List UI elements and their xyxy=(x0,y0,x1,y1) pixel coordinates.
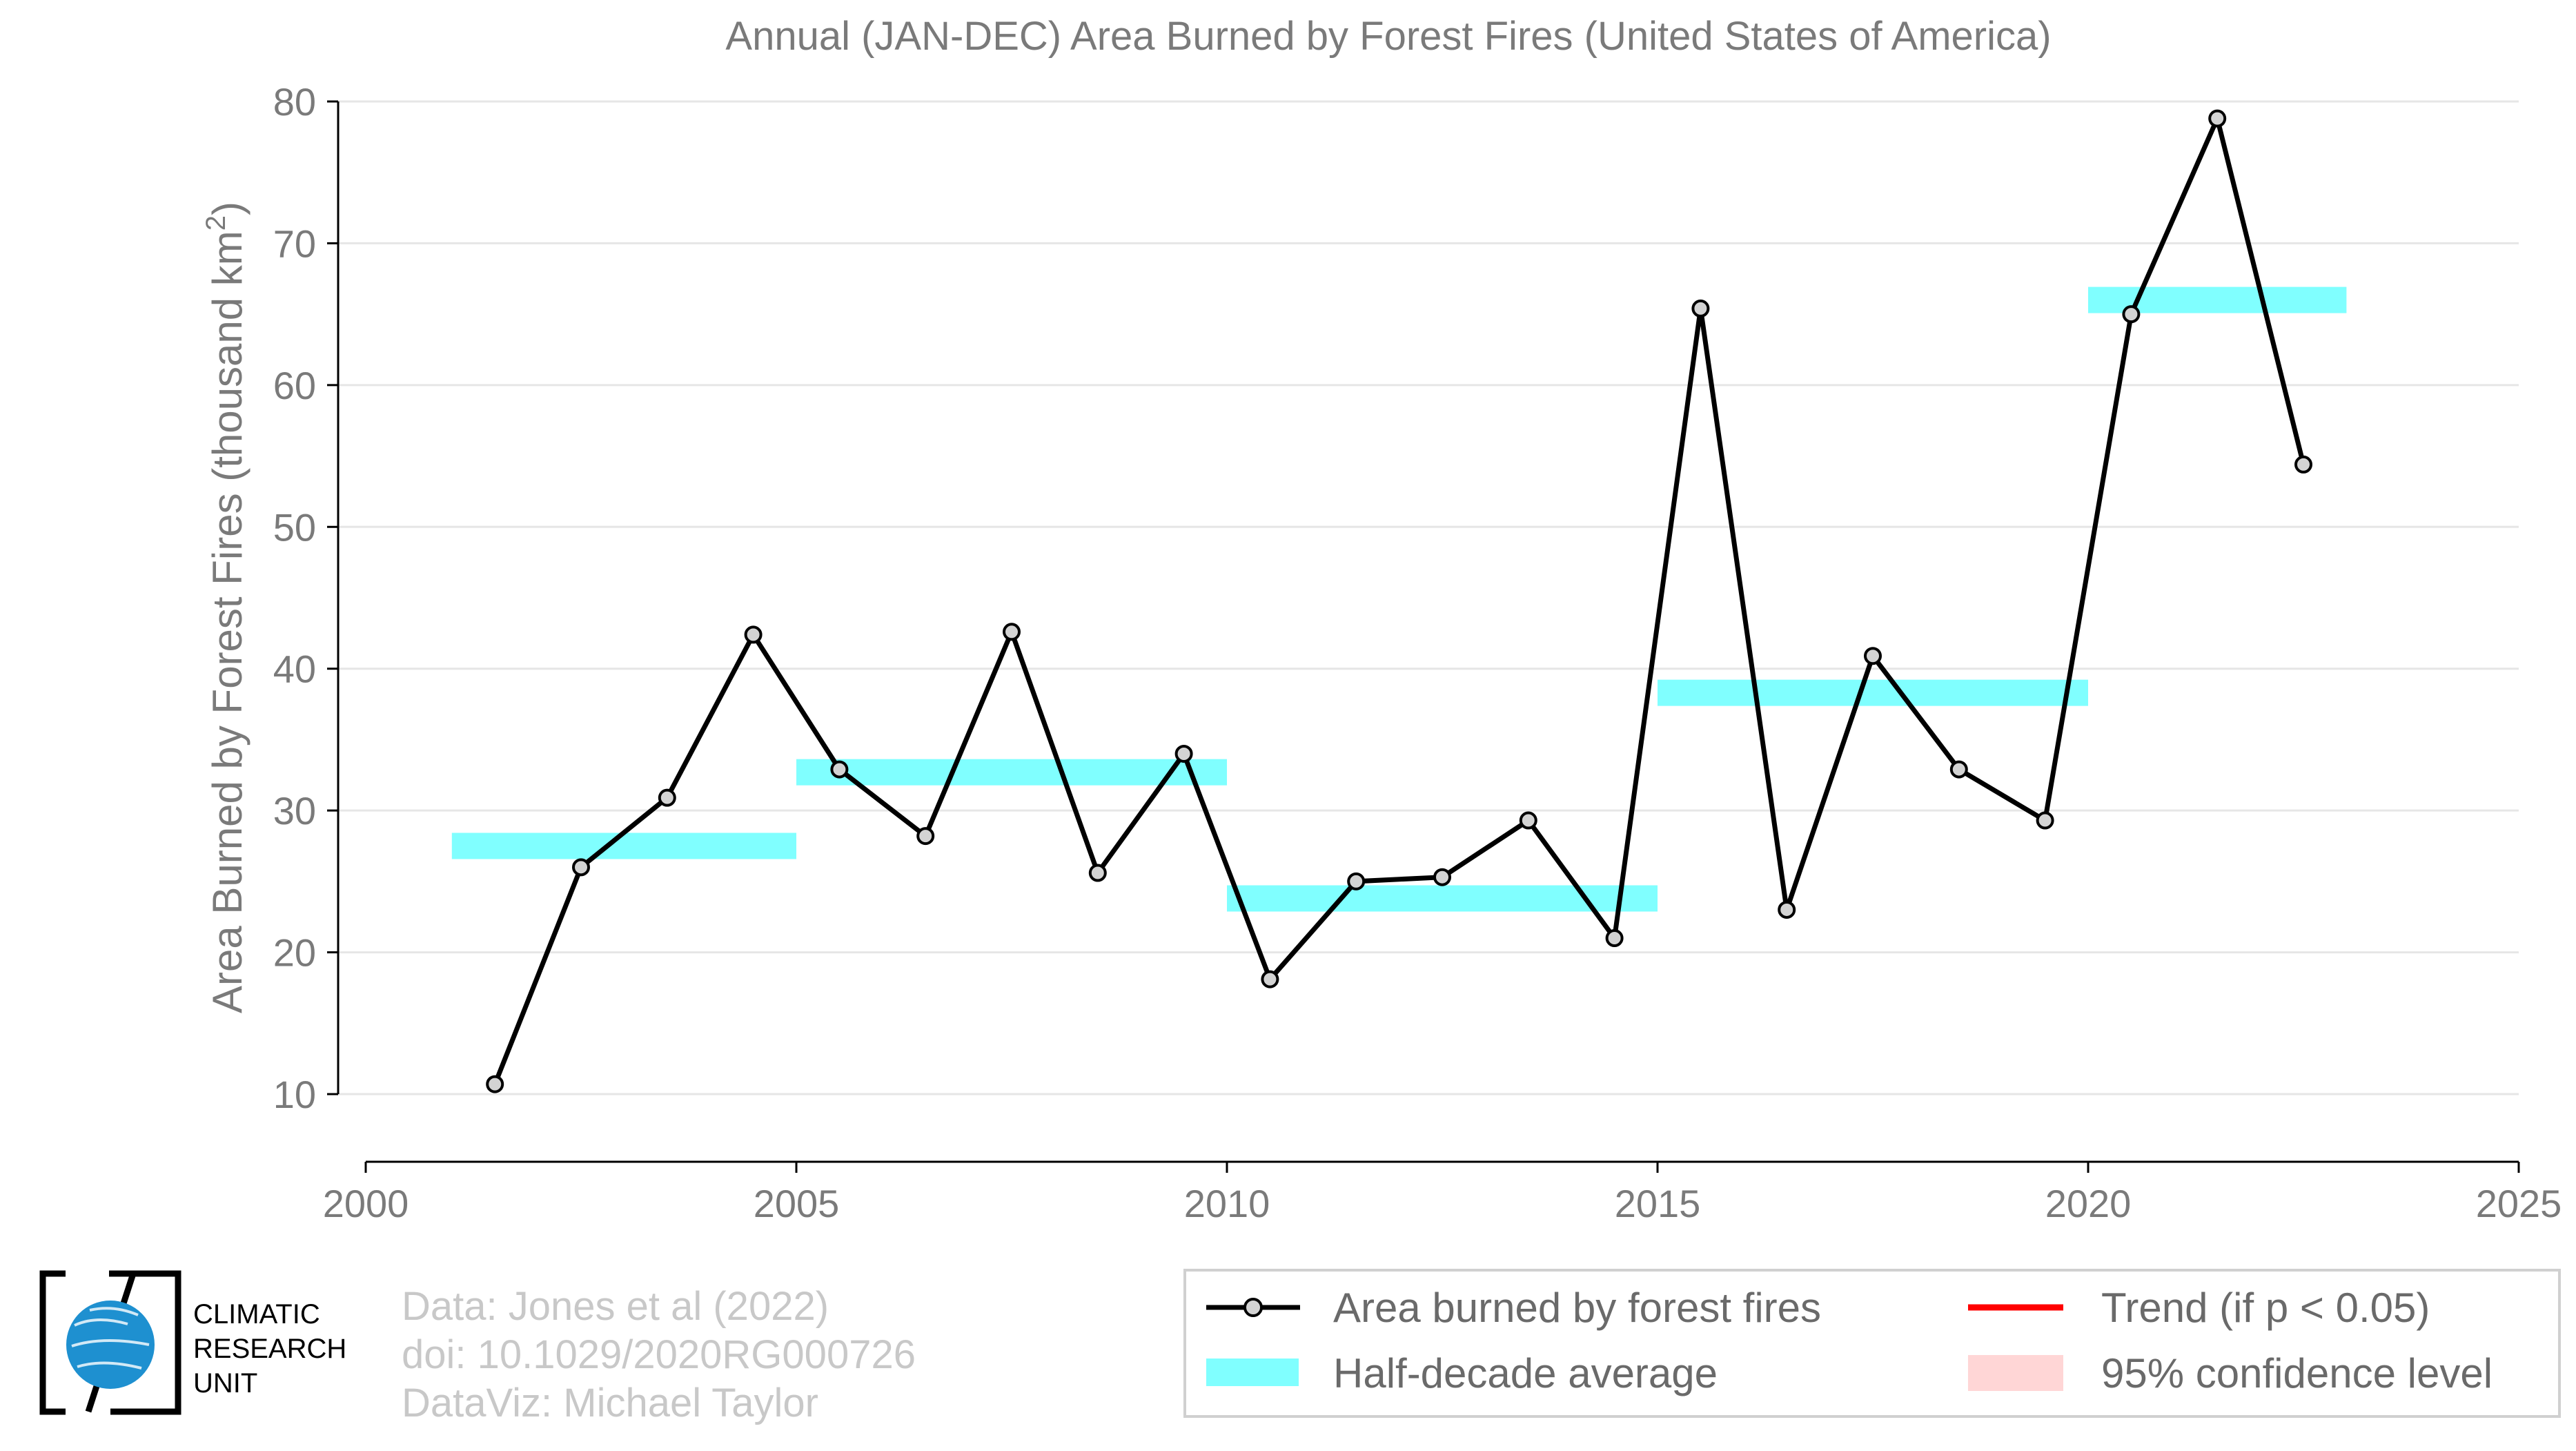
half-decade-average-bar xyxy=(1658,679,2088,706)
y-tick-label: 30 xyxy=(273,789,316,832)
credit-dataviz: DataViz: Michael Taylor xyxy=(402,1381,818,1425)
logo-text-line3: UNIT xyxy=(193,1368,257,1399)
series-area-burned xyxy=(486,109,2312,1093)
legend-confidence-label: 95% confidence level xyxy=(2101,1350,2493,1396)
x-axis: 2000 2005 2010 2015 2020 2025 xyxy=(323,1160,2562,1225)
data-point xyxy=(830,760,849,779)
data-point xyxy=(1778,900,1796,919)
legend-confidence-swatch xyxy=(1968,1355,2063,1391)
data-point xyxy=(1605,929,1624,948)
cru-logo: CLIMATIC RESEARCH UNIT xyxy=(39,1270,346,1415)
data-point xyxy=(572,858,590,877)
data-point xyxy=(2036,811,2054,830)
grid-lines xyxy=(338,100,2519,1095)
legend-average-label: Half-decade average xyxy=(1333,1350,1718,1396)
data-point xyxy=(2208,109,2227,128)
data-point xyxy=(1174,744,1193,763)
x-tick-label: 2010 xyxy=(1184,1182,1270,1225)
data-point xyxy=(486,1075,504,1093)
y-tick-label: 70 xyxy=(273,222,316,265)
legend-series-marker xyxy=(1243,1298,1263,1317)
data-point xyxy=(1949,760,1968,779)
half-decade-average-bar xyxy=(451,832,796,859)
half-decade-average-bars xyxy=(451,286,2347,912)
x-tick-label: 2025 xyxy=(2476,1182,2562,1225)
series-line xyxy=(492,110,2306,1085)
data-point xyxy=(2294,455,2312,474)
credit-doi: doi: 10.1029/2020RG000726 xyxy=(402,1332,916,1377)
data-point xyxy=(1519,811,1537,830)
data-point xyxy=(1003,623,1021,641)
y-axis-label: Area Burned by Forest Fires (thousand km… xyxy=(201,202,250,1013)
data-point xyxy=(1347,872,1366,890)
y-axis: 10 20 30 40 50 60 70 80 xyxy=(273,80,340,1116)
legend-box xyxy=(1183,1269,2561,1418)
half-decade-average-bar xyxy=(796,759,1227,786)
y-axis-label-close: ) xyxy=(204,202,250,215)
legend-series-label: Area burned by forest fires xyxy=(1333,1285,1821,1331)
data-point xyxy=(916,827,935,846)
legend-average-swatch xyxy=(1206,1359,1299,1386)
data-point xyxy=(744,625,763,644)
y-axis-label-superscript: 2 xyxy=(201,215,231,231)
chart-title: Annual (JAN-DEC) Area Burned by Forest F… xyxy=(725,14,2051,59)
data-point xyxy=(1433,868,1451,886)
data-point xyxy=(2122,305,2141,324)
logo-text-line2: RESEARCH xyxy=(193,1334,346,1364)
data-point xyxy=(1261,970,1279,989)
data-point xyxy=(658,788,676,807)
x-tick-label: 2015 xyxy=(1615,1182,1701,1225)
y-tick-label: 60 xyxy=(273,364,316,407)
globe-lines xyxy=(71,1307,150,1370)
y-tick-label: 80 xyxy=(273,80,316,124)
credit-data-source: Data: Jones et al (2022) xyxy=(402,1284,829,1329)
y-axis-label-main: Area Burned by Forest Fires (thousand km xyxy=(204,231,250,1013)
y-tick-label: 50 xyxy=(273,505,316,549)
x-tick-label: 2020 xyxy=(2045,1182,2132,1225)
legend: Area burned by forest fires Half-decade … xyxy=(1183,1269,2561,1418)
x-tick-label: 2000 xyxy=(323,1182,409,1225)
data-point xyxy=(1691,299,1710,318)
data-point xyxy=(1864,647,1882,665)
y-tick-label: 40 xyxy=(273,647,316,691)
logo-text-line1: CLIMATIC xyxy=(193,1299,320,1330)
x-tick-label: 2005 xyxy=(754,1182,840,1225)
data-point xyxy=(1088,864,1107,882)
y-tick-label: 10 xyxy=(273,1073,316,1116)
legend-trend-label: Trend (if p < 0.05) xyxy=(2101,1285,2430,1331)
y-tick-label: 20 xyxy=(273,931,316,975)
